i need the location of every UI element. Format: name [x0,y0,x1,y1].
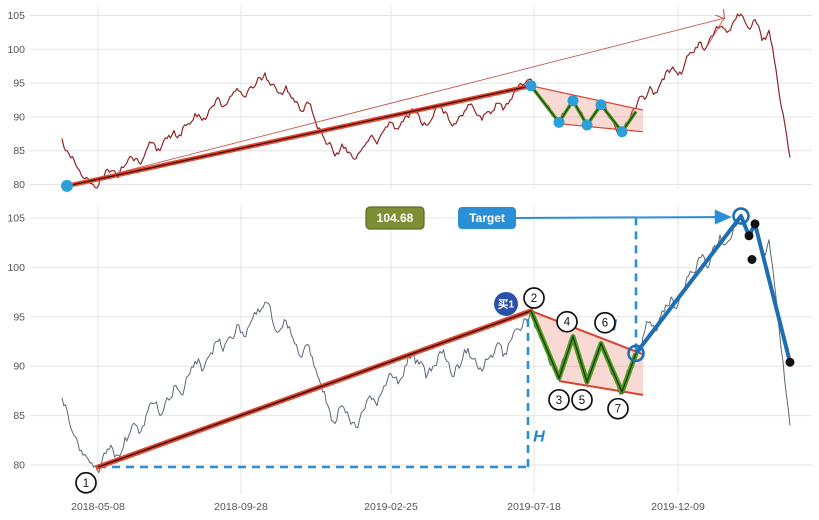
price-line-overview [61,13,791,189]
overview-panel: 80 85 90 95 100 105 [7,6,812,192]
trend-line-detail-core [97,310,532,468]
rally-line[interactable] [634,214,792,363]
x-tick-label: 2019-02-25 [364,501,418,513]
handle-dot[interactable] [525,80,537,92]
x-tick-label: 2018-05-08 [71,501,125,513]
handle-dot[interactable] [567,95,579,107]
point-circle-1[interactable] [75,471,97,494]
price-target-box-text: 104.68 [377,211,414,225]
zigzag-detail-core [530,310,637,394]
point-number: 7 [615,404,621,416]
buy-badge-text: 买1 [498,298,514,310]
y-tick-label: 80 [13,460,25,472]
trend-line-overview-core [66,85,532,187]
price-dot [744,231,754,241]
target-box-text: Target [469,211,505,225]
point-number: 6 [602,318,608,330]
flag-lower-line[interactable] [558,123,644,133]
handle-dot[interactable] [581,119,593,131]
point-circle-5[interactable] [571,388,593,411]
price-line-detail [61,215,791,474]
y-tick-label: 80 [13,179,25,191]
handle-dot[interactable] [553,116,565,128]
point-number: 3 [556,395,562,407]
y-tick-label: 85 [13,145,25,157]
y-tick-label: 95 [13,311,25,323]
price-dot [785,357,795,367]
trend-start-dot[interactable] [61,179,73,192]
y-tick-label: 90 [13,111,25,123]
x-tick-label: 2019-07-18 [507,501,561,513]
point-circle-4[interactable] [556,310,578,333]
y-tick-label: 100 [7,262,25,274]
breakout-ring[interactable] [627,344,645,363]
point-circle-6[interactable] [594,311,616,334]
point-number: 4 [564,317,571,329]
y-tick-label: 90 [13,361,25,373]
flag-upper-line[interactable] [530,85,644,111]
price-dot [750,219,760,229]
y-tick-label: 100 [7,44,25,56]
buy-badge[interactable] [494,291,518,316]
point-circle-7[interactable] [607,397,629,420]
handle-dot[interactable] [595,99,607,111]
y-tick-label: 85 [13,410,25,422]
h-measure-label-1[interactable]: H [533,428,545,445]
target-arrow[interactable] [513,209,732,225]
handle-dot[interactable] [616,126,628,138]
projection-arrow[interactable] [66,9,726,187]
point-number: 5 [579,395,585,407]
y-tick-label: 105 [7,10,25,22]
y-tick-label: 95 [13,78,25,90]
y-tick-label: 105 [7,213,25,225]
price-target-box[interactable] [365,206,425,230]
detail-panel: 2018-05-08 2018-09-28 2019-02-25 2019-07-18… [7,206,812,513]
peak-ring[interactable] [732,207,750,225]
flag-upper-line-detail[interactable] [530,309,644,356]
point-number: 1 [83,478,89,490]
flag-lower-line-detail[interactable] [558,380,644,396]
x-tick-label: 2018-09-28 [214,501,268,513]
price-dot [747,254,757,264]
point-circle-2[interactable] [523,287,545,309]
target-box[interactable] [458,207,516,229]
x-tick-label: 2019-12-09 [651,501,705,513]
point-number: 2 [531,293,537,305]
point-circle-3[interactable] [548,388,570,411]
